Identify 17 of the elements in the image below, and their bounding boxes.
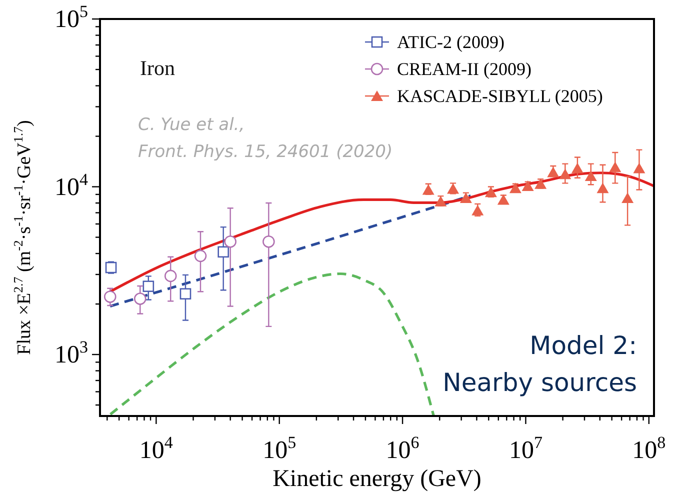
x-tick-label: 10$^{4}$ [139, 433, 174, 464]
y-tick-label: 10$^{4}$ [54, 170, 88, 201]
x-tick-label: 10$^{6}$ [386, 433, 420, 464]
legend-label: ATIC-2 (2009) [397, 32, 504, 52]
y-tick-label: 10$^{3}$ [54, 338, 88, 369]
legend-label: KASCADE-SIBYLL (2005) [397, 86, 603, 106]
x-tick-label: 10$^{8}$ [632, 433, 666, 464]
legend-label: CREAM-II (2009) [397, 59, 532, 79]
y-tick-label: 10$^{5}$ [54, 2, 88, 33]
x-tick-label: 10$^{7}$ [508, 433, 543, 464]
annotation: Model 2: [530, 331, 637, 360]
annotation: Nearby sources [442, 368, 637, 397]
x-tick-label: 10$^{5}$ [262, 433, 296, 464]
annotation: Iron [140, 56, 176, 80]
annotation: C. Yue et al., [138, 115, 245, 135]
x-axis-title: Kinetic energy (GeV) [272, 466, 482, 492]
annotation: Front. Phys. 15, 24601 (2020) [138, 142, 393, 162]
